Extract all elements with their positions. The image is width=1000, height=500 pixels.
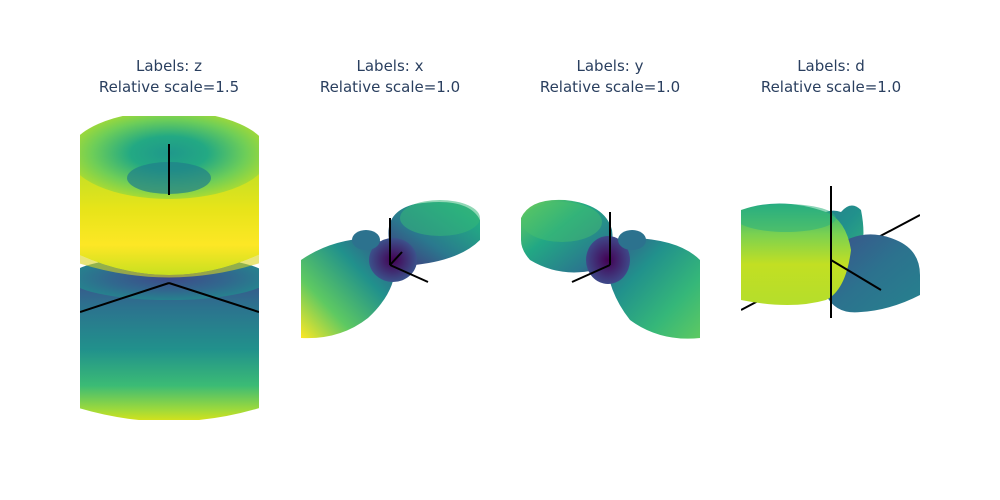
axis-line-y [168, 282, 259, 313]
panel-title-x: Labels: x Relative scale=1.0 [290, 56, 490, 98]
panel-title-line1: Labels: d [797, 57, 865, 75]
upper-lobe-rim [80, 254, 259, 278]
surface-plot-y[interactable] [510, 100, 710, 440]
panel-title-z: Labels: z Relative scale=1.5 [69, 56, 269, 98]
panel-title-line2: Relative scale=1.5 [98, 78, 240, 96]
lobe-upper-left-face [522, 202, 602, 242]
panel-title-d: Labels: d Relative scale=1.0 [731, 56, 931, 98]
axis-line-x [80, 282, 170, 313]
panel-title-line1: Labels: z [136, 57, 202, 75]
axis-line-y [389, 251, 403, 266]
surface-plot-d[interactable] [731, 100, 931, 440]
axis-line-y [830, 259, 882, 291]
surface-plot-z[interactable] [69, 100, 269, 440]
lower-lobe [80, 277, 259, 420]
panel-title-line2: Relative scale=1.0 [539, 78, 681, 96]
panel-title-line1: Labels: x [356, 57, 424, 75]
axis-line-x [571, 264, 611, 283]
panel-title-line1: Labels: y [576, 57, 644, 75]
panel-title-y: Labels: y Relative scale=1.0 [510, 56, 710, 98]
lobe-front-face [741, 204, 836, 232]
panel-title-line2: Relative scale=1.0 [319, 78, 461, 96]
surface-plot-x[interactable] [290, 100, 490, 440]
lobe-center [586, 236, 630, 284]
lobe-bump [352, 230, 380, 250]
axis-line-x [389, 264, 429, 283]
lobe-bump [618, 230, 646, 250]
panel-title-line2: Relative scale=1.0 [760, 78, 902, 96]
lobe-upper-right-face [400, 200, 480, 236]
